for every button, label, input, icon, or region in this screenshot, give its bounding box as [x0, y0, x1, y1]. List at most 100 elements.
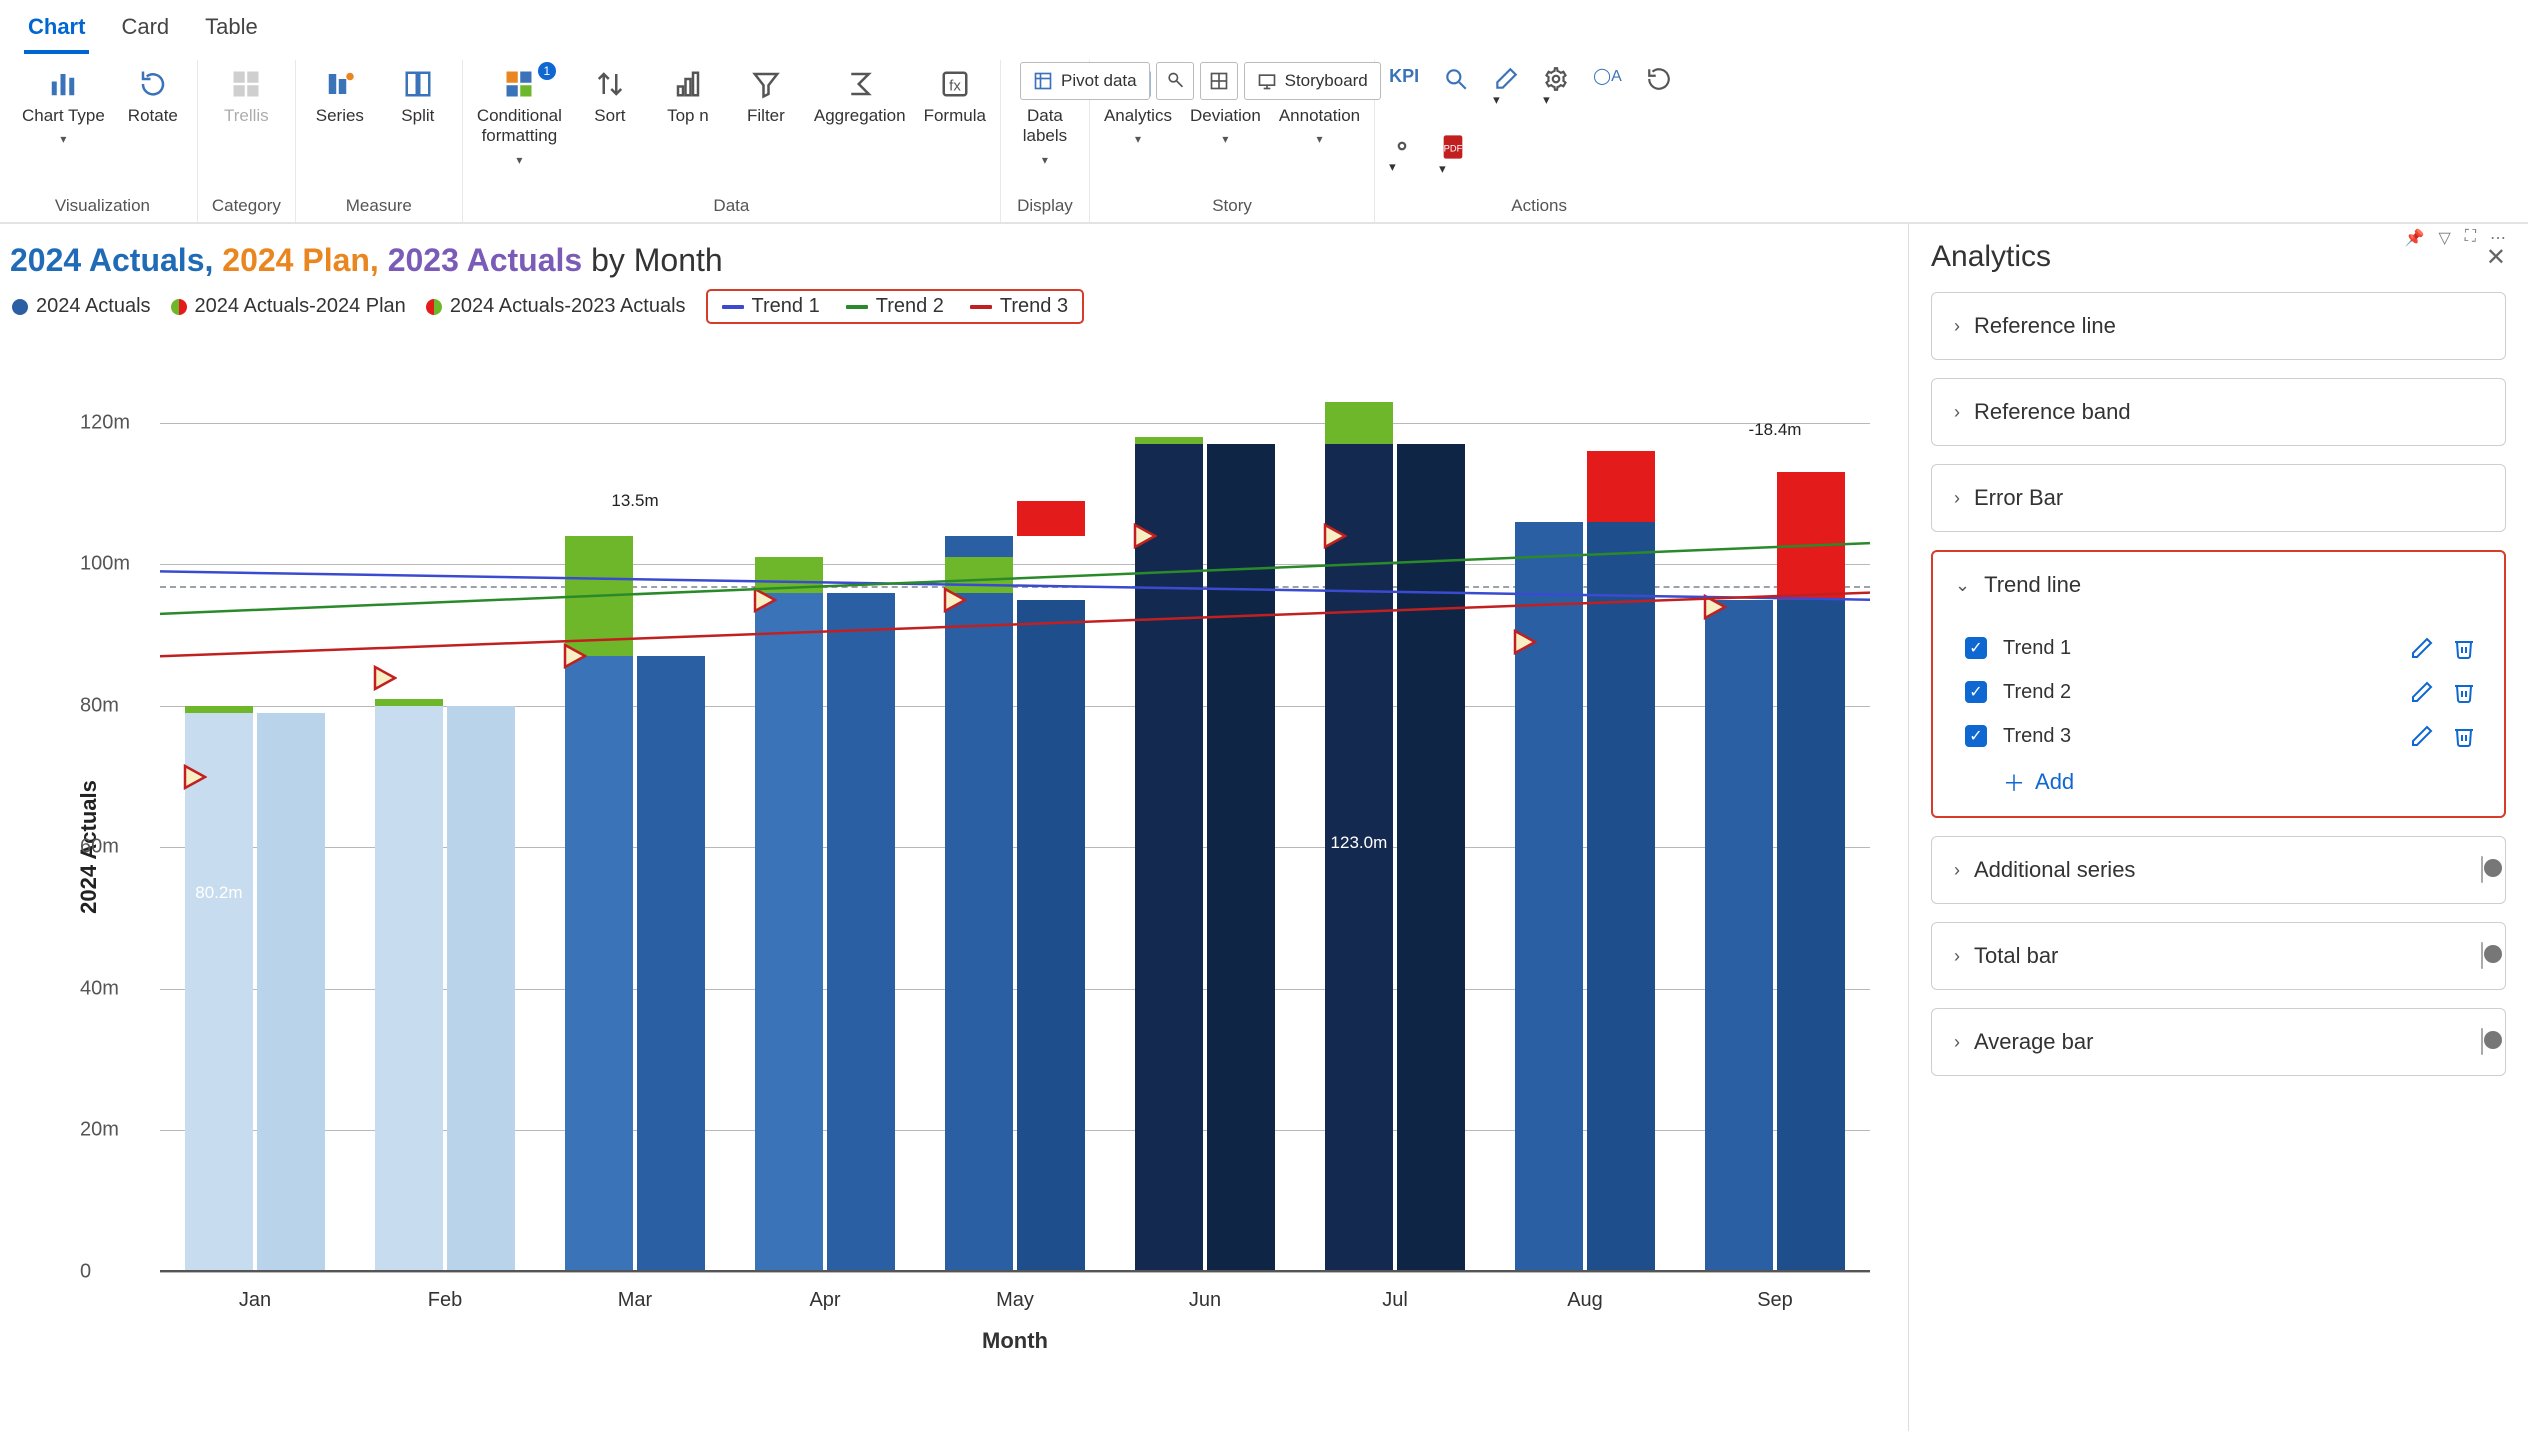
filter-button[interactable]: Filter	[736, 66, 796, 126]
marker-2023	[373, 665, 397, 691]
sort-button[interactable]: Sort	[580, 66, 640, 126]
cond-format-button[interactable]: 1 Conditional formatting ▾	[477, 66, 562, 167]
mini-btn-3[interactable]	[1200, 62, 1238, 100]
delete-icon[interactable]	[2452, 636, 2476, 660]
group-data-label: Data	[713, 192, 749, 222]
acc-average-bar[interactable]: ›Average bar	[1931, 1008, 2506, 1076]
legend-plan-delta[interactable]: 2024 Actuals-2024 Plan	[171, 295, 406, 318]
bar-front[interactable]	[447, 706, 515, 1272]
wand-icon	[1165, 71, 1185, 91]
pivot-data-button[interactable]: Pivot data	[1020, 62, 1150, 100]
pin-icon[interactable]: 📌	[2405, 228, 2425, 248]
tab-table[interactable]: Table	[201, 8, 262, 54]
bar-green-overlay	[375, 699, 443, 706]
legend-2023-delta[interactable]: 2024 Actuals-2023 Actuals	[426, 295, 686, 318]
toggle-total-bar[interactable]	[2481, 942, 2483, 969]
plot[interactable]: 020m40m60m80m100m120mJanFebMarAprMayJunJ…	[160, 352, 1870, 1272]
acc-additional-series[interactable]: ›Additional series	[1931, 836, 2506, 904]
plus-icon: ＋	[2003, 766, 2025, 798]
acc-reference-band-label: Reference band	[1974, 399, 2131, 425]
aggregation-label: Aggregation	[814, 106, 906, 126]
acc-reference-line-label: Reference line	[1974, 313, 2116, 339]
mini-toolbar: Pivot data Storyboard	[1020, 58, 1381, 100]
bar-back[interactable]	[185, 706, 253, 1272]
split-button[interactable]: Split	[388, 66, 448, 126]
edit-icon[interactable]	[2410, 636, 2434, 660]
topn-button[interactable]: Top n	[658, 66, 718, 126]
delete-icon[interactable]	[2452, 680, 2476, 704]
trellis-label: Trellis	[224, 106, 269, 126]
trend-row: ✓ Trend 2	[1955, 670, 2482, 714]
bar-red-overlay	[1587, 451, 1655, 522]
storyboard-icon	[1257, 71, 1277, 91]
chevron-down-icon: ▾	[1135, 132, 1141, 146]
acc-trend-line-header[interactable]: ⌄Trend line	[1933, 552, 2504, 618]
tab-chart[interactable]: Chart	[24, 8, 89, 54]
toggle-average-bar[interactable]	[2481, 1028, 2483, 1055]
bar-front[interactable]	[637, 656, 705, 1272]
gear2-action-icon[interactable]: ▾	[1389, 133, 1415, 175]
bar-front[interactable]	[1207, 444, 1275, 1272]
legend-trend3[interactable]: Trend 3	[970, 295, 1068, 318]
sort-icon	[592, 66, 628, 102]
trend-row-label: Trend 2	[2003, 681, 2071, 704]
bar-back[interactable]	[1705, 600, 1773, 1272]
expand-icon[interactable]: ⛶	[2465, 228, 2476, 248]
bar-front[interactable]	[827, 593, 895, 1272]
trend-checkbox[interactable]: ✓	[1965, 725, 1987, 747]
storyboard-button[interactable]: Storyboard	[1244, 62, 1381, 100]
x-axis-title: Month	[982, 1328, 1048, 1354]
cond-format-icon	[501, 66, 537, 102]
mini-btn-2[interactable]	[1156, 62, 1194, 100]
filter-mini-icon[interactable]: ▽	[2438, 228, 2450, 248]
pdf-action-icon[interactable]: PDF ▾	[1439, 133, 1467, 177]
x-tick-label: Apr	[809, 1289, 840, 1312]
bar-back[interactable]	[755, 557, 823, 1272]
toggle-additional-series[interactable]	[2481, 856, 2483, 883]
chart-type-button[interactable]: Chart Type ▾	[22, 66, 105, 146]
legend-trend1[interactable]: Trend 1	[722, 295, 820, 318]
legend-actuals[interactable]: 2024 Actuals	[12, 295, 151, 318]
storyboard-label: Storyboard	[1285, 71, 1368, 91]
series-button[interactable]: Series	[310, 66, 370, 126]
edit-icon[interactable]	[2410, 724, 2434, 748]
edit-icon[interactable]	[2410, 680, 2434, 704]
trend-checkbox[interactable]: ✓	[1965, 681, 1987, 703]
kpi-button[interactable]: KPI	[1389, 66, 1419, 87]
x-tick-label: Sep	[1757, 1289, 1793, 1312]
acc-reference-band[interactable]: ›Reference band	[1931, 378, 2506, 446]
refresh-action-icon[interactable]	[1646, 66, 1672, 92]
delete-icon[interactable]	[2452, 724, 2476, 748]
bar-front[interactable]	[1587, 451, 1655, 1272]
acc-reference-line[interactable]: ›Reference line	[1931, 292, 2506, 360]
acc-error-bar[interactable]: ›Error Bar	[1931, 464, 2506, 532]
formula-label: Formula	[924, 106, 986, 126]
chart-area: 2024 Actuals, 2024 Plan, 2023 Actuals by…	[0, 224, 1908, 1431]
trend-checkbox[interactable]: ✓	[1965, 637, 1987, 659]
topn-icon	[670, 66, 706, 102]
bar-green-overlay	[185, 706, 253, 713]
bar-back[interactable]	[945, 536, 1013, 1272]
more-icon[interactable]: ⋯	[2490, 228, 2506, 248]
bar-front[interactable]	[1017, 600, 1085, 1272]
add-trend-button[interactable]: ＋Add	[1955, 758, 2482, 798]
bar-front[interactable]	[257, 713, 325, 1272]
search-action-icon[interactable]	[1443, 66, 1469, 92]
bar-front[interactable]	[1397, 444, 1465, 1272]
y-tick-label: 0	[80, 1261, 91, 1284]
cond-format-badge: 1	[538, 62, 556, 80]
aggregation-button[interactable]: Aggregation	[814, 66, 906, 126]
formula-button[interactable]: fx Formula	[924, 66, 986, 126]
marker-2023	[1703, 594, 1727, 620]
bar-back[interactable]	[1135, 437, 1203, 1272]
legend-trend2[interactable]: Trend 2	[846, 295, 944, 318]
gear-action-icon[interactable]: ▾	[1543, 66, 1569, 108]
bar-back[interactable]	[375, 699, 443, 1272]
tab-card[interactable]: Card	[117, 8, 173, 54]
group-actions: KPI ▾ ▾ ◯A ▾ PDF ▾ Actions	[1375, 60, 1703, 222]
eraser-action-icon[interactable]: ▾	[1493, 66, 1519, 108]
rotate-button[interactable]: Rotate	[123, 66, 183, 126]
acc-total-bar[interactable]: ›Total bar	[1931, 922, 2506, 990]
chevron-down-icon: ▾	[1316, 132, 1322, 146]
circle-a-icon[interactable]: ◯A	[1593, 66, 1622, 86]
